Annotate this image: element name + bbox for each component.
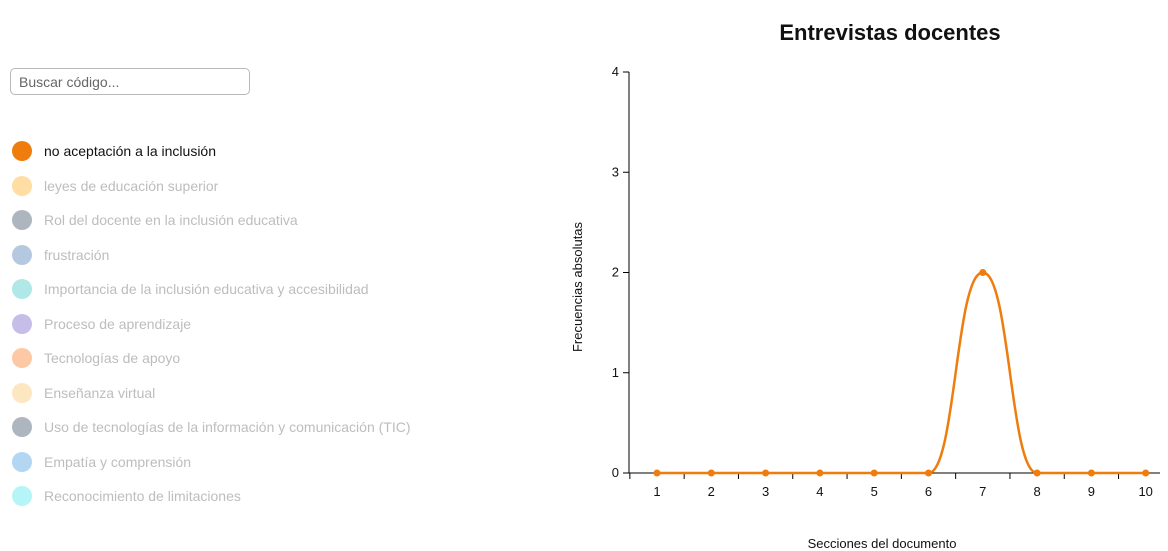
legend-item[interactable]: Enseñanza virtual: [12, 376, 411, 411]
chart-title: Entrevistas docentes: [779, 20, 1000, 45]
legend-item[interactable]: Importancia de la inclusión educativa y …: [12, 272, 411, 307]
legend-color-dot: [12, 486, 32, 507]
x-tick-label: 10: [1138, 484, 1152, 499]
legend-label: Tecnologías de apoyo: [44, 350, 181, 367]
legend-item[interactable]: Tecnologías de apoyo: [12, 341, 411, 376]
legend-color-dot: [12, 210, 32, 231]
legend-color-dot: [12, 244, 32, 265]
y-tick-label: 0: [612, 465, 619, 480]
legend-label: Uso de tecnologías de la información y c…: [44, 419, 411, 436]
legend-item[interactable]: leyes de educación superior: [12, 169, 411, 204]
legend-item[interactable]: Rol del docente en la inclusión educativ…: [12, 203, 411, 238]
legend-item[interactable]: Uso de tecnologías de la información y c…: [12, 410, 411, 445]
legend: no aceptación a la inclusión leyes de edu…: [12, 134, 411, 514]
legend-item[interactable]: no aceptación a la inclusión: [12, 134, 411, 169]
y-axis-label: Frecuencias absolutas: [570, 221, 585, 352]
x-tick-label: 7: [979, 484, 986, 499]
data-point[interactable]: [762, 469, 770, 477]
legend-label: frustración: [44, 246, 110, 263]
x-tick-label: 1: [653, 484, 660, 499]
legend-color-dot: [12, 348, 32, 369]
x-tick-label: 9: [1088, 484, 1095, 499]
legend-label: no aceptación a la inclusión: [44, 143, 217, 160]
legend-item[interactable]: Empatía y comprensión: [12, 445, 411, 480]
data-point[interactable]: [1087, 469, 1095, 477]
legend-item[interactable]: frustración: [12, 238, 411, 273]
data-point[interactable]: [925, 469, 932, 477]
legend-label: Rol del docente en la inclusión educativ…: [44, 212, 298, 229]
data-point[interactable]: [707, 469, 715, 477]
y-tick-label: 1: [612, 365, 619, 380]
x-axis-label: Secciones del documento: [808, 536, 957, 551]
data-point[interactable]: [1142, 469, 1150, 477]
legend-label: Reconocimiento de limitaciones: [44, 488, 241, 505]
y-tick-label: 3: [612, 164, 619, 179]
x-tick-label: 5: [871, 484, 878, 499]
x-tick-label: 3: [762, 484, 769, 499]
data-point[interactable]: [979, 269, 987, 276]
legend-color-dot: [12, 313, 32, 334]
legend-item[interactable]: Proceso de aprendizaje: [12, 307, 411, 342]
x-tick-label: 8: [1033, 484, 1040, 499]
legend-label: Empatía y comprensión: [44, 453, 192, 470]
x-tick-label: 4: [816, 484, 823, 499]
data-point[interactable]: [653, 469, 661, 477]
y-tick-label: 2: [612, 265, 619, 280]
legend-color-dot: [12, 417, 32, 438]
legend-color-dot: [12, 279, 32, 300]
search-input[interactable]: [10, 68, 250, 95]
legend-color-dot: [12, 141, 32, 162]
legend-label: Enseñanza virtual: [44, 384, 156, 401]
data-point[interactable]: [1033, 469, 1041, 477]
x-tick-label: 2: [708, 484, 715, 499]
x-tick-label: 6: [925, 484, 932, 499]
legend-item[interactable]: Reconocimiento de limitaciones: [12, 479, 411, 514]
legend-color-dot: [12, 451, 32, 472]
legend-color-dot: [12, 382, 32, 403]
legend-label: Importancia de la inclusión educativa y …: [44, 281, 369, 298]
y-tick-label: 4: [612, 64, 619, 79]
legend-color-dot: [12, 175, 32, 196]
data-point[interactable]: [870, 469, 878, 477]
data-point[interactable]: [816, 469, 824, 477]
series-line: [657, 271, 1146, 475]
legend-label: leyes de educación superior: [44, 177, 219, 194]
legend-label: Proceso de aprendizaje: [44, 315, 192, 332]
